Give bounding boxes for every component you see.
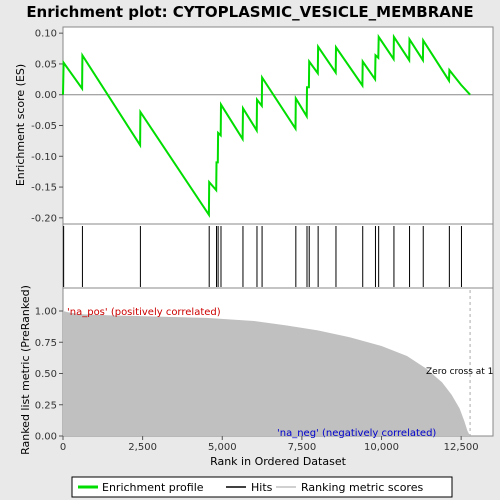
x-tick-label: 5,000 <box>208 442 237 453</box>
legend-metric-label: Ranking metric scores <box>301 481 423 494</box>
es-y-label: Enrichment score (ES) <box>14 64 27 186</box>
metric-y-tick-label: 0.75 <box>35 338 57 349</box>
es-y-tick-label: -0.20 <box>31 213 57 224</box>
x-tick-label: 2,500 <box>128 442 157 453</box>
zero-cross-label: Zero cross at 1 <box>426 367 493 377</box>
neg-correlated-label: 'na_neg' (negatively correlated) <box>277 428 436 439</box>
x-tick-label: 7,500 <box>288 442 317 453</box>
metric-y-tick-label: 0.25 <box>35 400 57 411</box>
es-panel: 0.10 0.05 0.00 -0.05 -0.10 -0.15 -0.20 <box>31 26 494 225</box>
legend-box <box>71 476 453 498</box>
x-tick-label: 12,500 <box>444 442 479 453</box>
metric-y-tick-label: 0.00 <box>35 432 57 443</box>
metric-y-tick-label: 1.00 <box>35 307 57 318</box>
metric-y-tick-label: 0.50 <box>35 369 57 380</box>
ranking-metric-area <box>63 311 471 436</box>
es-y-tick-label: 0.05 <box>35 59 57 70</box>
ranked-metric-panel: 1.00 0.75 0.50 0.25 0.00 0 2,500 5,000 7,500 10,… <box>35 287 494 453</box>
hits-panel-frame <box>62 223 494 289</box>
x-tick-label: 0 <box>60 442 66 453</box>
es-y-tick-label: -0.15 <box>31 183 57 194</box>
legend: Enrichment profile Hits Ranking metric s… <box>71 476 453 498</box>
x-tick-label: 10,000 <box>364 442 399 453</box>
enrichment-profile-line <box>62 33 471 219</box>
pos-correlated-label: 'na_pos' (positively correlated) <box>67 307 221 318</box>
hit-lines <box>63 226 462 287</box>
es-y-tick-label: -0.05 <box>31 121 57 132</box>
es-y-tick-label: 0.10 <box>35 29 57 40</box>
es-panel-frame <box>62 26 494 225</box>
es-y-tick-label: 0.00 <box>35 90 57 101</box>
x-axis-label: Rank in Ordered Dataset <box>210 455 347 468</box>
es-y-tick-label: -0.10 <box>31 152 57 163</box>
legend-hits-label: Hits <box>251 481 273 494</box>
metric-x-ticks: 0 2,500 5,000 7,500 10,000 12,500 <box>60 436 479 453</box>
metric-y-label: Ranked list metric (PreRanked) <box>19 285 32 455</box>
metric-y-ticks: 1.00 0.75 0.50 0.25 0.00 <box>35 307 63 443</box>
chart-title: Enrichment plot: CYTOPLASMIC_VESICLE_MEM… <box>26 3 473 21</box>
es-y-ticks: 0.10 0.05 0.00 -0.05 -0.10 -0.15 -0.20 <box>31 29 63 224</box>
legend-enrichment-label: Enrichment profile <box>102 481 204 494</box>
